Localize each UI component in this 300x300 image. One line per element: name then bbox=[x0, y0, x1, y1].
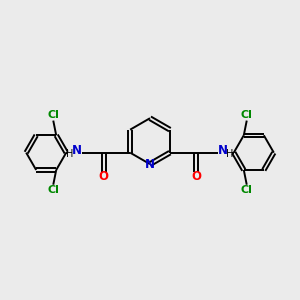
Text: H: H bbox=[66, 149, 74, 159]
Text: O: O bbox=[99, 170, 109, 183]
Text: H: H bbox=[226, 149, 234, 159]
Text: Cl: Cl bbox=[47, 185, 59, 195]
Text: O: O bbox=[191, 170, 201, 183]
Text: N: N bbox=[218, 144, 228, 157]
Text: N: N bbox=[145, 158, 155, 171]
Text: Cl: Cl bbox=[241, 185, 253, 195]
Text: Cl: Cl bbox=[241, 110, 253, 120]
Text: N: N bbox=[72, 144, 82, 157]
Text: Cl: Cl bbox=[47, 110, 59, 120]
